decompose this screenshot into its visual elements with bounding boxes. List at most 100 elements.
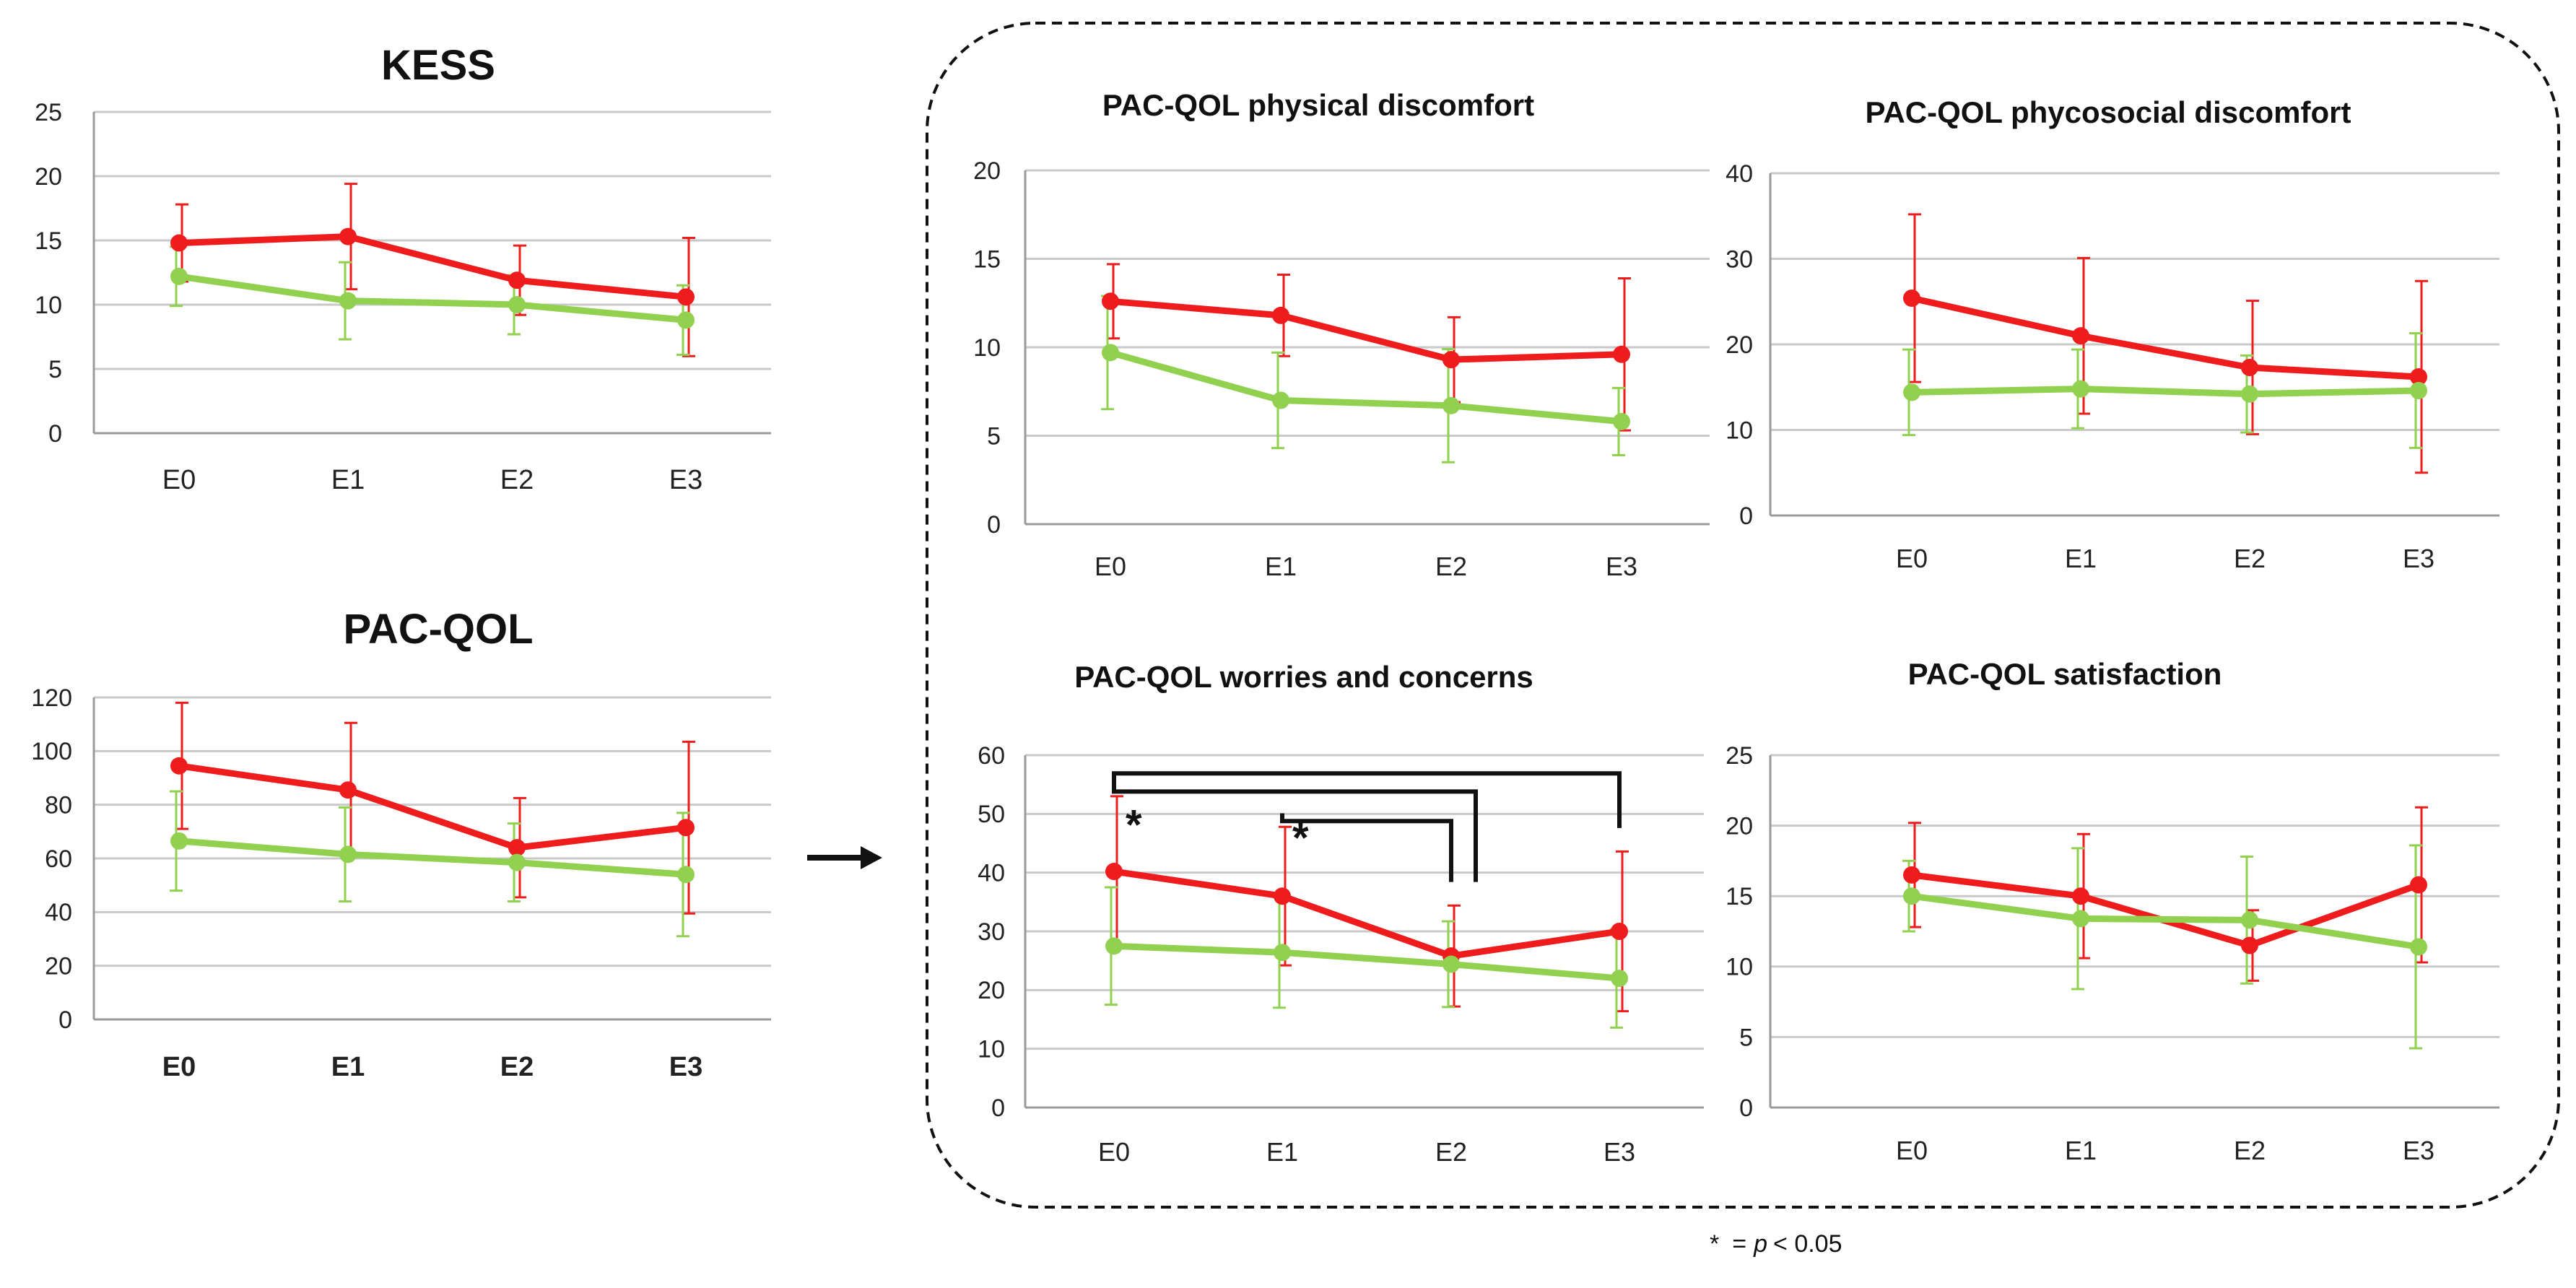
x-tick-label: E1: [331, 465, 365, 495]
y-tick-label: 20: [973, 157, 1001, 185]
significance-star: *: [1126, 801, 1142, 848]
data-point-green: [1105, 937, 1123, 955]
chart-title: PAC-QOL: [343, 606, 533, 653]
data-point-green: [1611, 970, 1628, 988]
x-tick-label: E0: [1098, 1137, 1130, 1167]
y-tick-label: 0: [987, 511, 1001, 539]
series-line-green: [1109, 349, 1622, 425]
y-tick-label: 120: [31, 684, 72, 712]
data-point-red: [2241, 936, 2258, 954]
footnote-p: p: [1753, 1230, 1767, 1258]
y-tick-label: 20: [978, 977, 1005, 1004]
data-point-green: [2410, 381, 2427, 399]
x-tick-label: E3: [1606, 552, 1637, 581]
data-point-red: [1903, 290, 1920, 308]
physical-discomfort-chart: PAC-QOL physical discomfort 0 5 10 15 20 E0 E1 E…: [973, 88, 1710, 581]
data-point-green: [1443, 955, 1460, 973]
y-tick-label: 10: [973, 334, 1001, 362]
data-point-green: [2241, 385, 2258, 403]
series-line-red: [178, 233, 687, 300]
x-tick-label: E3: [669, 1052, 702, 1082]
footnote-threshold: < 0.05: [1773, 1230, 1842, 1258]
y-tick-label: 10: [1726, 417, 1753, 444]
significance-bracket: [1280, 813, 1453, 882]
data-point-green: [2241, 911, 2258, 929]
y-tick-label: 60: [45, 845, 72, 873]
chart-title: KESS: [381, 42, 495, 89]
series-line-green: [178, 273, 687, 323]
y-tick-label: 100: [31, 738, 72, 765]
data-point-red: [508, 271, 526, 290]
y-tick-label: 40: [978, 860, 1005, 887]
data-point-red: [1443, 351, 1460, 369]
x-tick-label: E0: [1896, 1136, 1928, 1165]
y-tick-label: 25: [35, 99, 62, 126]
y-tick-label: 15: [35, 227, 62, 255]
y-tick-label: 30: [1726, 245, 1753, 273]
data-point-green: [677, 311, 695, 329]
y-tick-label: 20: [45, 953, 72, 980]
series-line-green: [1911, 386, 2419, 398]
data-point-green: [508, 853, 526, 871]
series-line-green: [1113, 942, 1620, 982]
data-point-green: [1274, 944, 1291, 962]
data-point-green: [1443, 396, 1460, 414]
data-point-green: [1613, 412, 1630, 430]
y-tick-label: 0: [58, 1006, 72, 1034]
data-point-green: [2410, 938, 2427, 956]
chart-title: PAC-QOL physical discomfort: [1102, 88, 1534, 122]
footnote-equals: =: [1732, 1230, 1746, 1258]
y-tick-label: 10: [35, 292, 62, 319]
series-line-red: [1113, 868, 1620, 960]
y-tick-label: 5: [48, 356, 62, 383]
x-tick-label: E2: [500, 465, 534, 495]
data-point-green: [2072, 380, 2089, 398]
data-point-red: [1272, 306, 1289, 324]
y-tick-label: 15: [973, 245, 1001, 273]
x-tick-label: E1: [2065, 544, 2097, 573]
data-point-red: [1611, 923, 1628, 940]
data-point-green: [1272, 391, 1289, 409]
data-point-green: [170, 832, 188, 850]
data-point-red: [1274, 887, 1291, 905]
x-tick-label: E0: [1095, 552, 1126, 581]
data-point-green: [508, 296, 526, 313]
footnote-star: *: [1710, 1230, 1719, 1258]
data-point-red: [170, 757, 188, 775]
data-point-red: [339, 781, 357, 799]
x-tick-label: E2: [2234, 1136, 2266, 1165]
data-point-green: [2072, 910, 2089, 928]
data-point-green: [1102, 344, 1119, 362]
data-point-green: [1903, 383, 1920, 401]
y-tick-label: 50: [978, 801, 1005, 828]
data-point-red: [508, 839, 526, 857]
series-line-red: [1110, 297, 1622, 363]
x-tick-label: E0: [162, 465, 196, 495]
psychosocial-discomfort-chart: PAC-QOL phycosocial discomfort 0 10 20 30 40 E…: [1726, 95, 2499, 573]
data-point-red: [2410, 368, 2427, 386]
x-tick-label: E1: [1266, 1137, 1298, 1167]
x-tick-label: E1: [1265, 552, 1297, 581]
satisfaction-chart: PAC-QOL satisfaction 0 5 10 15 20 25 E0 E1 E2 E3: [1726, 657, 2499, 1165]
pac-qol-total-chart: PAC-QOL 0 20 40 60 80 100 120 E0 E1 E2 E3: [31, 606, 771, 1082]
worries-concerns-chart: PAC-QOL worries and concerns 0 10 20 30 40 50 6…: [978, 660, 1704, 1167]
data-point-green: [677, 866, 695, 884]
x-tick-label: E2: [1435, 1137, 1467, 1167]
chart-title: PAC-QOL satisfaction: [1908, 657, 2222, 691]
data-point-green: [1903, 887, 1920, 905]
data-point-red: [1613, 345, 1630, 363]
data-point-red: [2241, 358, 2258, 376]
x-tick-label: E3: [1604, 1137, 1635, 1167]
y-tick-label: 40: [45, 899, 72, 926]
y-tick-label: 15: [1726, 883, 1753, 910]
x-tick-label: E2: [2234, 544, 2266, 573]
y-tick-label: 40: [1726, 160, 1753, 188]
series-line-green: [1911, 892, 2419, 950]
data-point-red: [1903, 866, 1920, 884]
data-point-green: [170, 267, 188, 285]
x-tick-label: E3: [2403, 544, 2434, 573]
x-tick-label: E3: [2403, 1136, 2434, 1165]
x-tick-label: E2: [1435, 552, 1467, 581]
significance-star: *: [1292, 815, 1309, 862]
